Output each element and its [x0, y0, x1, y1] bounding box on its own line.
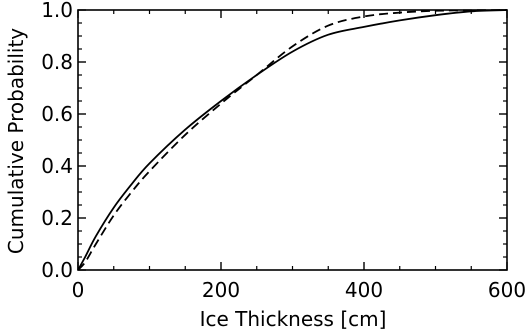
- axes: [77, 9, 508, 271]
- x-tick-label: 200: [202, 278, 240, 302]
- x-tick-label: 600: [488, 278, 526, 302]
- y-tick-label: 1.0: [41, 0, 73, 22]
- y-tick-label: 0.0: [41, 258, 73, 282]
- x-tick-label: 400: [345, 278, 383, 302]
- ticks: [77, 9, 508, 271]
- y-tick-label: 0.4: [41, 154, 73, 178]
- y-tick-label: 0.2: [41, 206, 73, 230]
- x-axis-title: Ice Thickness [cm]: [200, 307, 387, 331]
- y-tick-label: 0.8: [41, 50, 73, 74]
- plot-area: [77, 9, 508, 271]
- solid-series-line: [77, 9, 508, 271]
- tick-labels: 0 200 400 600 0.0 0.2 0.4 0.6 0.8 1.0: [41, 0, 526, 302]
- x-tick-label: 0: [72, 278, 85, 302]
- dashed-series-line: [77, 9, 508, 271]
- y-tick-label: 0.6: [41, 102, 73, 126]
- plot-frame: [77, 9, 508, 271]
- y-axis-title: Cumulative Probability: [4, 28, 28, 254]
